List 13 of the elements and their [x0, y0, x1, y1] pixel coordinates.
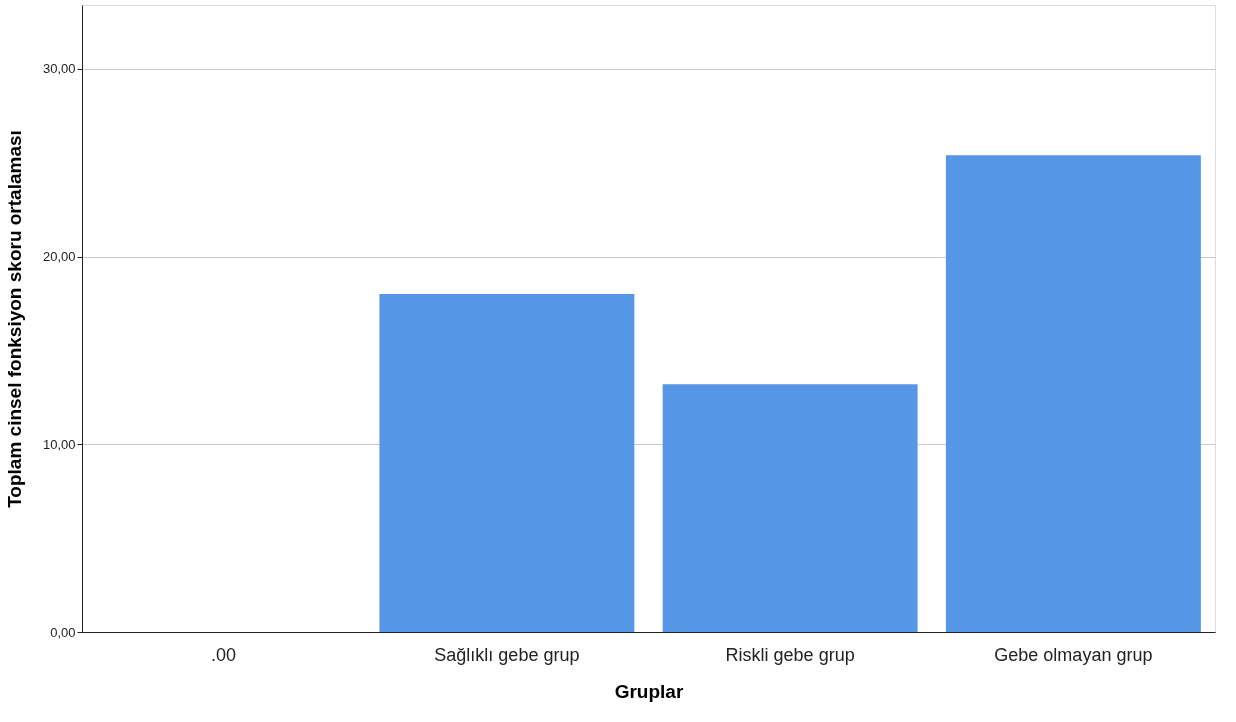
x-axis-title: Gruplar [614, 680, 684, 702]
x-tick-label: Sağlıklı gebe grup [434, 644, 580, 665]
y-tick-label: 0,00 [50, 624, 76, 640]
y-tick-label: 20,00 [42, 249, 76, 265]
bar [662, 384, 918, 632]
bar [379, 294, 635, 632]
y-axis-title: Toplam cinsel fonksiyon skoru ortalaması [3, 130, 25, 508]
x-tick-label: .00 [211, 644, 237, 665]
y-tick-label: 10,00 [42, 436, 76, 452]
bar [945, 155, 1201, 632]
x-tick-label: Gebe olmayan grup [994, 644, 1153, 665]
y-tick-label: 30,00 [42, 61, 76, 77]
x-tick-label: Riskli gebe grup [725, 644, 855, 665]
